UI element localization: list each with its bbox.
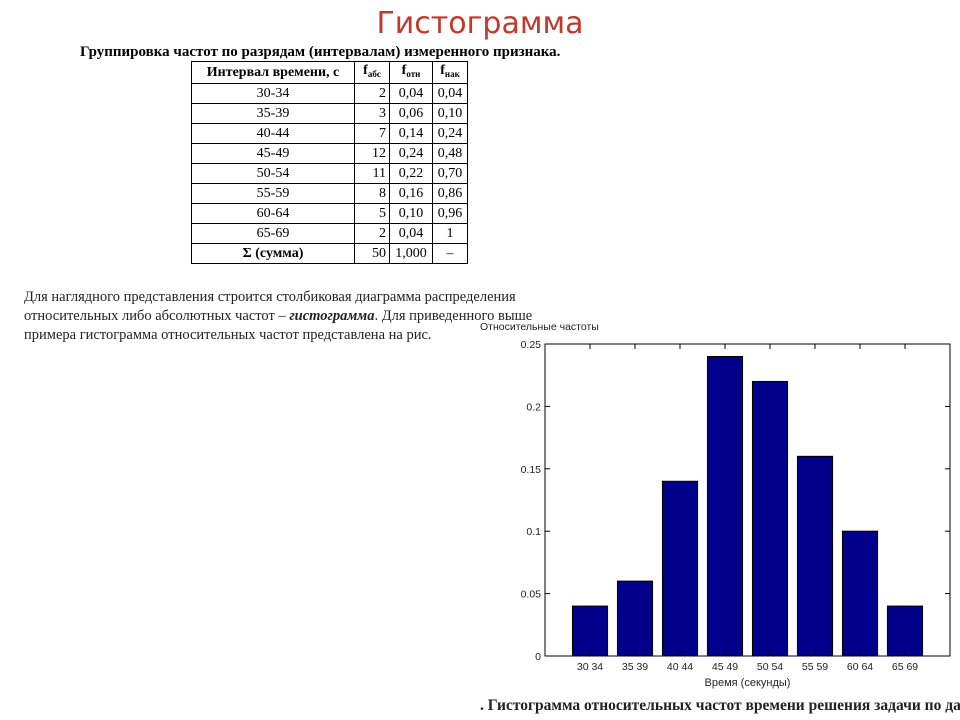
cell-interval: 55-59 bbox=[191, 183, 355, 204]
table-row: 45-49 12 0,24 0,48 bbox=[191, 143, 468, 164]
paragraph-text: . Для приведенного выше bbox=[374, 308, 533, 324]
x-tick-label: 30 34 bbox=[577, 661, 603, 673]
x-tick-label: 50 54 bbox=[757, 661, 783, 673]
x-axis-label: Время (секунды) bbox=[705, 677, 791, 689]
table-row: 40-44 7 0,14 0,24 bbox=[191, 123, 468, 144]
header-rel-sub: отн bbox=[406, 69, 421, 79]
cell-cum: 0,70 bbox=[432, 163, 468, 184]
header-cum-sub: нак bbox=[444, 69, 460, 79]
paragraph-text: относительных либо абсолютных частот – bbox=[24, 308, 290, 324]
header-f-rel: f bbox=[401, 63, 407, 78]
cell-total-label: Σ (сумма) bbox=[191, 243, 355, 264]
histogram-bar bbox=[841, 530, 879, 657]
cell-total-cum: – bbox=[432, 243, 468, 264]
table-row: 60-64 5 0,10 0,96 bbox=[191, 203, 468, 224]
table-row: 65-69 2 0,04 1 bbox=[191, 223, 468, 244]
cell-interval: 40-44 bbox=[191, 123, 355, 144]
histogram-bar bbox=[571, 605, 609, 657]
header-abs-sub: абс bbox=[367, 69, 381, 79]
x-tick-label: 65 69 bbox=[892, 661, 918, 673]
histogram-bar bbox=[661, 480, 699, 657]
histogram-bar bbox=[616, 580, 654, 657]
cell-rel: 0,10 bbox=[389, 203, 433, 224]
cell-interval: 35-39 bbox=[191, 103, 355, 124]
histogram-bar bbox=[751, 380, 789, 657]
frequency-table: Интервал времени, с fабс fотн fнак 30-34… bbox=[191, 61, 468, 264]
table-subtitle: Группировка частот по разрядам (интервал… bbox=[80, 44, 561, 60]
header-f-cum: f bbox=[440, 63, 445, 78]
paragraph-emphasis: гистограмма bbox=[289, 308, 375, 324]
y-tick-label: 0 bbox=[535, 651, 541, 663]
y-tick-label: 0.05 bbox=[521, 589, 542, 601]
paragraph-line: относительных либо абсолютных частот – г… bbox=[24, 307, 604, 326]
table-row: 35-39 3 0,06 0,10 bbox=[191, 103, 468, 124]
cell-cum: 0,48 bbox=[432, 143, 468, 164]
header-f-abs: f bbox=[363, 63, 368, 78]
cell-cum: 0,10 bbox=[432, 103, 468, 124]
description-paragraph: Для наглядного представления строится ст… bbox=[24, 288, 604, 345]
histogram-bar bbox=[706, 355, 744, 657]
histogram-bar bbox=[796, 455, 834, 657]
y-tick-label: 0.2 bbox=[526, 401, 541, 413]
plot-frame bbox=[544, 343, 951, 657]
x-tick-label: 60 64 bbox=[847, 661, 873, 673]
histogram-bar bbox=[886, 605, 924, 657]
chart-y-axis-label: Относительные частоты bbox=[480, 321, 599, 333]
y-tick-label: 0.1 bbox=[526, 526, 541, 538]
paragraph-line: примера гистограмма относительных частот… bbox=[24, 327, 432, 343]
figure-caption: . Гистограмма относительных частот време… bbox=[480, 697, 960, 714]
x-tick-label: 45 49 bbox=[712, 661, 738, 673]
y-tick-label: 0.15 bbox=[521, 464, 542, 476]
cell-rel: 0,22 bbox=[389, 163, 433, 184]
x-tick-label: 40 44 bbox=[667, 661, 693, 673]
cell-cum: 0,24 bbox=[432, 123, 468, 144]
y-tick-label: 0.25 bbox=[521, 339, 542, 351]
cell-total-rel: 1,000 bbox=[389, 243, 433, 264]
table-total-row: Σ (сумма) 50 1,000 – bbox=[191, 243, 468, 264]
x-tick-label: 35 39 bbox=[622, 661, 648, 673]
paragraph-line: Для наглядного представления строится ст… bbox=[24, 289, 516, 305]
slide-title: Гистограмма bbox=[376, 6, 584, 41]
x-tick-label: 55 59 bbox=[802, 661, 828, 673]
table-row: 30-34 2 0,04 0,04 bbox=[191, 83, 468, 104]
cell-total-abs: 50 bbox=[354, 243, 390, 264]
cell-cum: 0,04 bbox=[432, 83, 468, 104]
